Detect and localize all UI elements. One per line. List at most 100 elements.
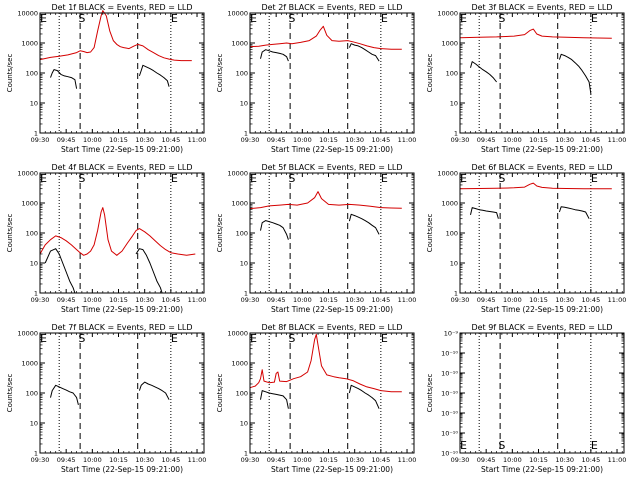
event-marker-label: S — [498, 439, 505, 452]
x-tick-label: 09:45 — [477, 136, 496, 144]
panel-2: Det 2f BLACK = Events, RED = LLD Counts/s… — [216, 3, 416, 154]
y-axis-label: Counts/sec — [426, 214, 434, 253]
plot-frame — [459, 172, 625, 294]
y-tick-label: 10 — [30, 100, 38, 108]
x-axis-label: Start Time (22-Sep-15 09:21:00) — [481, 145, 603, 154]
events-series-line — [348, 213, 380, 235]
y-tick-label: 10000 — [437, 10, 458, 18]
x-tick-label: 11:00 — [398, 456, 417, 464]
x-tick-label: 10:45 — [581, 136, 600, 144]
x-tick-label: 10:15 — [529, 136, 548, 144]
event-marker-label: E — [381, 12, 388, 25]
events-series-line — [260, 49, 289, 62]
y-axis-label: Counts/sec — [6, 374, 14, 413]
x-tick-label: 10:30 — [345, 296, 364, 304]
plot-frame — [39, 12, 205, 134]
x-tick-label: 10:30 — [135, 296, 154, 304]
panel-3: Det 3f BLACK = Events, RED = LLD Counts/s… — [426, 3, 626, 154]
x-tick-label: 11:00 — [398, 296, 417, 304]
plot-frame — [39, 172, 205, 294]
y-tick-label: 1 — [244, 130, 248, 138]
y-tick-label: 100 — [26, 70, 38, 78]
panel-9: Det 9f BLACK = Events, RED = LLD Counts/s… — [426, 323, 626, 474]
event-marker-label: S — [498, 12, 505, 25]
event-marker-label: S — [498, 172, 505, 185]
lld-series-line — [459, 182, 612, 190]
y-tick-label: 1000 — [21, 40, 38, 48]
y-tick-label: 10 — [240, 420, 248, 428]
lld-series-line — [39, 207, 196, 256]
x-tick-label: 10:30 — [135, 456, 154, 464]
x-tick-label: 11:00 — [608, 136, 627, 144]
y-axis-label: Counts/sec — [216, 374, 224, 413]
x-axis-label: Start Time (22-Sep-15 09:21:00) — [61, 465, 183, 474]
panel-title: Det 5f BLACK = Events, RED = LLD — [261, 163, 402, 172]
y-tick-label: 10000 — [17, 170, 38, 178]
x-tick-label: 10:00 — [83, 296, 102, 304]
y-tick-label: 100 — [446, 230, 458, 238]
event-marker-label: E — [171, 332, 178, 345]
event-marker-label: S — [288, 12, 295, 25]
y-axis-label: Counts/sec — [6, 214, 14, 253]
event-marker-label: E — [40, 332, 47, 345]
events-series-line — [558, 53, 592, 95]
events-series-line — [260, 390, 289, 409]
x-tick-label: 10:45 — [371, 456, 390, 464]
x-tick-label: 10:15 — [319, 456, 338, 464]
y-tick-label: 100 — [236, 70, 248, 78]
x-tick-label: 10:30 — [345, 136, 364, 144]
panel-title: Det 4f BLACK = Events, RED = LLD — [51, 163, 192, 172]
y-tick-label: 10 — [240, 260, 248, 268]
panel-title: Det 8f BLACK = Events, RED = LLD — [261, 323, 402, 332]
x-tick-label: 10:45 — [161, 136, 180, 144]
x-tick-label: 09:45 — [267, 136, 286, 144]
x-axis-label: Start Time (22-Sep-15 09:21:00) — [271, 145, 393, 154]
event-marker-label: E — [591, 439, 598, 452]
y-tick-label: 1 — [454, 290, 458, 298]
y-tick-label: 10000 — [17, 10, 38, 18]
y-tick-label: 1000 — [231, 40, 248, 48]
y-axis-label: Counts/sec — [426, 374, 434, 413]
x-axis-label: Start Time (22-Sep-15 09:21:00) — [481, 465, 603, 474]
event-marker-label: E — [40, 172, 47, 185]
event-marker-label: E — [591, 172, 598, 185]
x-tick-label: 09:45 — [477, 456, 496, 464]
x-tick-label: 10:30 — [555, 456, 574, 464]
x-tick-label: 10:30 — [555, 136, 574, 144]
x-tick-label: 09:30 — [241, 456, 260, 464]
panel-6: Det 6f BLACK = Events, RED = LLD Counts/s… — [426, 163, 626, 314]
event-marker-label: S — [288, 172, 295, 185]
panel-4: Det 4f BLACK = Events, RED = LLD Counts/s… — [6, 163, 206, 314]
x-tick-label: 10:45 — [161, 296, 180, 304]
lld-series-line — [249, 333, 402, 393]
x-tick-label: 09:45 — [57, 456, 76, 464]
x-tick-label: 09:30 — [241, 136, 260, 144]
x-tick-label: 10:30 — [555, 296, 574, 304]
event-marker-label: E — [171, 12, 178, 25]
y-tick-label: 1 — [34, 130, 38, 138]
event-marker-label: E — [171, 172, 178, 185]
y-tick-label: 1000 — [231, 360, 248, 368]
event-marker-label: S — [288, 332, 295, 345]
x-tick-label: 09:30 — [451, 296, 470, 304]
x-tick-label: 10:15 — [109, 136, 128, 144]
x-axis-label: Start Time (22-Sep-15 09:21:00) — [271, 465, 393, 474]
plot-frame — [249, 172, 415, 294]
x-tick-label: 11:00 — [608, 296, 627, 304]
event-marker-label: E — [460, 439, 467, 452]
x-tick-label: 10:45 — [371, 296, 390, 304]
x-tick-label: 09:30 — [241, 296, 260, 304]
y-tick-label: 10⁻¹⁰ — [441, 370, 458, 378]
x-tick-label: 09:30 — [451, 456, 470, 464]
x-tick-label: 11:00 — [188, 456, 207, 464]
events-series-line — [348, 43, 380, 62]
y-tick-label: 10000 — [437, 170, 458, 178]
y-tick-label: 10⁻⁹ — [444, 330, 459, 338]
event-marker-label: E — [460, 172, 467, 185]
lld-series-line — [249, 25, 402, 50]
x-tick-label: 09:30 — [31, 296, 50, 304]
x-tick-label: 11:00 — [188, 136, 207, 144]
y-tick-label: 100 — [446, 70, 458, 78]
y-axis-label: Counts/sec — [216, 214, 224, 253]
